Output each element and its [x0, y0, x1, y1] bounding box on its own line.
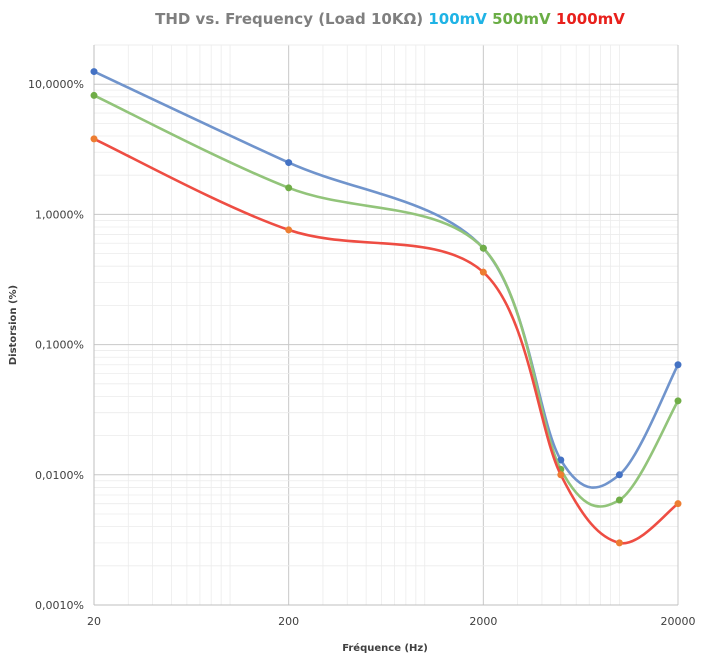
- data-point: [90, 68, 98, 76]
- chart-title-part: THD vs. Frequency (Load 10KΩ): [155, 10, 428, 28]
- data-point: [674, 500, 682, 508]
- series-2: [90, 91, 682, 508]
- x-tick-label: 20000: [661, 615, 696, 628]
- chart-title-part: 500mV: [492, 10, 556, 28]
- y-axis-label: Distorsion (%): [8, 285, 19, 365]
- x-tick-label: 20: [87, 615, 101, 628]
- data-point: [557, 471, 565, 479]
- data-point: [90, 91, 98, 99]
- data-point: [479, 244, 487, 252]
- data-point: [479, 268, 487, 276]
- chart-title-part: 100mV: [428, 10, 492, 28]
- x-axis-label: Fréquence (Hz): [342, 642, 428, 654]
- grid: [93, 44, 679, 606]
- chart-title-part: 1000mV: [556, 10, 625, 28]
- data-point: [674, 361, 682, 369]
- series-line: [92, 137, 680, 545]
- x-tick-label: 200: [278, 615, 299, 628]
- data-point: [674, 397, 682, 405]
- series-layer: [90, 68, 682, 547]
- series-line: [92, 94, 680, 508]
- y-tick-label: 0,1000%: [35, 339, 84, 352]
- chart-title: THD vs. Frequency (Load 10KΩ) 100mV 500m…: [155, 10, 625, 28]
- y-tick-label: 1,0000%: [35, 208, 84, 221]
- y-tick-label: 10,0000%: [28, 78, 84, 91]
- data-point: [557, 456, 565, 464]
- x-tick-label: 2000: [469, 615, 497, 628]
- data-point: [90, 135, 98, 143]
- data-point: [285, 159, 293, 167]
- series-1: [90, 68, 682, 489]
- y-tick-label: 0,0010%: [35, 599, 84, 612]
- tick-labels: 20 200 2000 20000 0,0010% 0,0100% 0,1000% 1,000…: [28, 78, 695, 628]
- data-point: [615, 471, 623, 479]
- data-point: [285, 184, 293, 192]
- y-tick-label: 0,0100%: [35, 469, 84, 482]
- series-line: [92, 70, 680, 489]
- data-point: [615, 539, 623, 547]
- data-point: [615, 496, 623, 504]
- series-3: [90, 135, 682, 547]
- data-point: [285, 226, 293, 234]
